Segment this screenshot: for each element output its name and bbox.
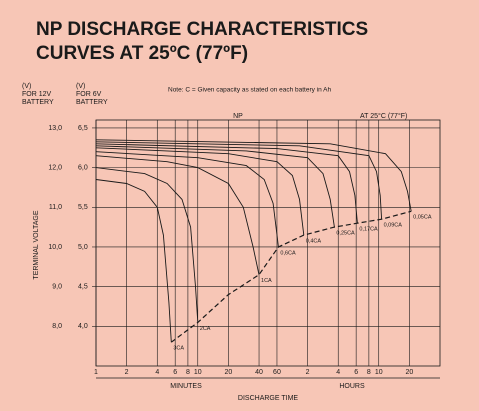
y-tick-label: 11,0 [49, 204, 62, 211]
x-tick-label: 40 [255, 369, 263, 376]
curve [95, 139, 412, 212]
x-tick-label: 1 [94, 369, 98, 376]
curve [95, 155, 260, 275]
x-tick-label: 6 [173, 369, 177, 376]
y-tick-label: 13,0 [48, 125, 62, 132]
y2-tick-label: 4,0 [78, 323, 88, 330]
plot-label: NP [233, 113, 243, 120]
y-tick-label: 8,0 [52, 323, 62, 330]
x-tick-label: 10 [194, 369, 202, 376]
y2-tick-label: 6,0 [78, 164, 88, 171]
x-tick-label: 6 [354, 369, 358, 376]
y-label-6v: (V) [76, 83, 85, 90]
curve-label: 1CA [261, 278, 272, 284]
y-tick-label: 10,0 [48, 244, 62, 251]
curve-label: 3CA [173, 346, 184, 352]
x-unit-minutes: MINUTES [170, 383, 202, 390]
x-unit-hours: HOURS [339, 383, 365, 390]
curve-label: 0,25CA [336, 231, 355, 237]
x-tick-label: 20 [405, 369, 413, 376]
curve-label: 0,05CA [413, 215, 432, 221]
x-tick-label: 4 [336, 369, 340, 376]
y2-tick-label: 5,0 [78, 244, 88, 251]
curve-label: 0,17CA [359, 227, 378, 233]
x-tick-label: 8 [367, 369, 371, 376]
curve [95, 141, 383, 220]
x-tick-label: 10 [375, 369, 383, 376]
x-tick-label: 60 [273, 369, 281, 376]
curve [95, 179, 172, 343]
curve [95, 167, 199, 323]
curve [170, 210, 412, 343]
x-tick-label: 20 [225, 369, 233, 376]
y-tick-label: 12,0 [48, 164, 62, 171]
x-tick-label: 2 [306, 369, 310, 376]
curve-label: 2CA [200, 326, 211, 332]
chart-title: NP DISCHARGE CHARACTERISTICS [36, 19, 368, 40]
x-tick-label: 8 [186, 369, 190, 376]
y-label-12v: (V) [22, 83, 31, 90]
y-label-12v: BATTERY [22, 99, 54, 106]
y-label-12v: FOR 12V [22, 91, 52, 98]
y-axis-title: TERMINAL VOLTAGE [33, 210, 40, 279]
curve [95, 143, 358, 224]
note: Note: C = Given capacity as stated on ea… [168, 87, 332, 94]
chart-subtitle: CURVES AT 25ºC (77ºF) [36, 43, 248, 64]
x-tick-label: 2 [125, 369, 129, 376]
y-label-6v: FOR 6V [76, 91, 102, 98]
x-tick-label: 4 [155, 369, 159, 376]
temp-label: AT 25°C (77°F) [360, 112, 407, 120]
curve [95, 151, 279, 248]
y2-tick-label: 4,5 [78, 283, 88, 290]
curve-label: 0,4CA [306, 239, 322, 245]
curve [95, 147, 305, 236]
curve-label: 0,6CA [280, 250, 296, 256]
x-axis-title: DISCHARGE TIME [238, 395, 298, 402]
y-label-6v: BATTERY [76, 99, 108, 106]
curve-label: 0,09CA [384, 223, 403, 229]
y2-tick-label: 6,5 [78, 125, 88, 132]
curve [95, 145, 335, 228]
y2-tick-label: 5,5 [78, 204, 88, 211]
y-tick-label: 9,0 [52, 283, 62, 290]
